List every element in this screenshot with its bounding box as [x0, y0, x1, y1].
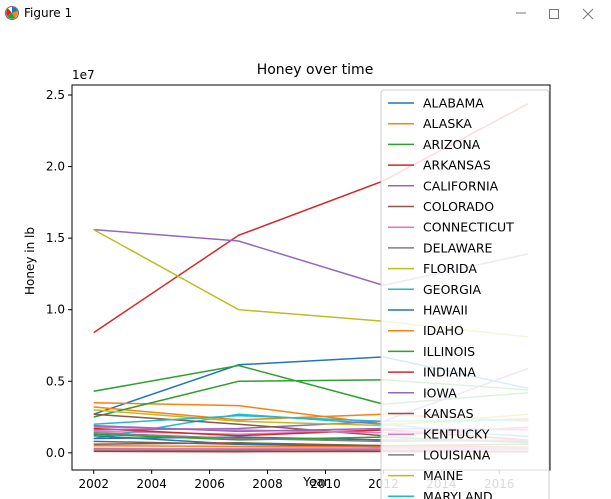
close-icon	[582, 8, 594, 20]
x-tick-label: 2002	[78, 477, 109, 491]
legend-label-delaware: DELAWARE	[423, 240, 493, 255]
legend-label-indiana: INDIANA	[423, 365, 476, 380]
y-tick-label: 1.5	[46, 231, 65, 245]
legend-label-kentucky: KENTUCKY	[423, 427, 490, 442]
y-tick-label: 0.5	[46, 374, 65, 388]
y-tick-label: 2.0	[46, 160, 65, 174]
chart-title: Honey over time	[257, 62, 374, 78]
matplotlib-figure-icon	[5, 6, 19, 20]
chart-canvas: 200220042006200820102012201420160.00.51.…	[23, 62, 551, 499]
y-tick-label: 1.0	[46, 303, 65, 317]
legend-label-maryland: MARYLAND	[423, 489, 493, 499]
legend-label-iowa: IOWA	[423, 385, 457, 400]
y-tick-label: 2.5	[46, 88, 65, 102]
x-tick-label: 2004	[136, 477, 167, 491]
axes-frame	[71, 84, 551, 471]
y-offset-text: 1e7	[72, 68, 95, 82]
axis-ticks: 200220042006200820102012201420160.00.51.…	[46, 88, 515, 491]
legend-label-kansas: KANSAS	[423, 406, 474, 421]
maximize-icon	[549, 9, 559, 19]
legend-label-california: CALIFORNIA	[423, 178, 499, 193]
window-title: Figure 1	[24, 6, 73, 20]
legend-label-hawaii: HAWAII	[423, 303, 468, 318]
x-tick-label: 2008	[252, 477, 283, 491]
y-tick-label: 0.0	[46, 446, 65, 460]
minimize-button[interactable]	[498, 0, 544, 26]
legend-label-maine: MAINE	[423, 468, 463, 483]
legend-box	[380, 89, 550, 499]
minimize-icon	[516, 12, 526, 14]
x-tick-label: 2006	[194, 477, 225, 491]
legend-label-connecticut: CONNECTICUT	[423, 220, 514, 235]
y-axis-label: Honey in lb	[23, 227, 37, 295]
legend-label-arkansas: ARKANSAS	[423, 158, 491, 173]
legend-label-arizona: ARIZONA	[423, 137, 481, 152]
legend-label-alaska: ALASKA	[423, 116, 472, 131]
window-titlebar: Figure 1	[0, 0, 611, 26]
close-button[interactable]	[565, 0, 611, 26]
legend-label-colorado: COLORADO	[423, 199, 494, 214]
x-tick-label: 2010	[310, 477, 341, 491]
maximize-button[interactable]	[531, 0, 577, 26]
legend-label-alabama: ALABAMA	[423, 96, 484, 111]
legend-label-georgia: GEORGIA	[423, 282, 481, 297]
legend-label-illinois: ILLINOIS	[423, 344, 475, 359]
legend: ALABAMA ALASKA ARIZONA ARKANSAS CALIFORNIA CO…	[380, 89, 550, 499]
x-axis-label: Year	[302, 475, 328, 489]
legend-label-idaho: IDAHO	[423, 323, 464, 338]
legend-label-florida: FLORIDA	[423, 261, 477, 276]
legend-label-louisiana: LOUISIANA	[423, 447, 491, 462]
